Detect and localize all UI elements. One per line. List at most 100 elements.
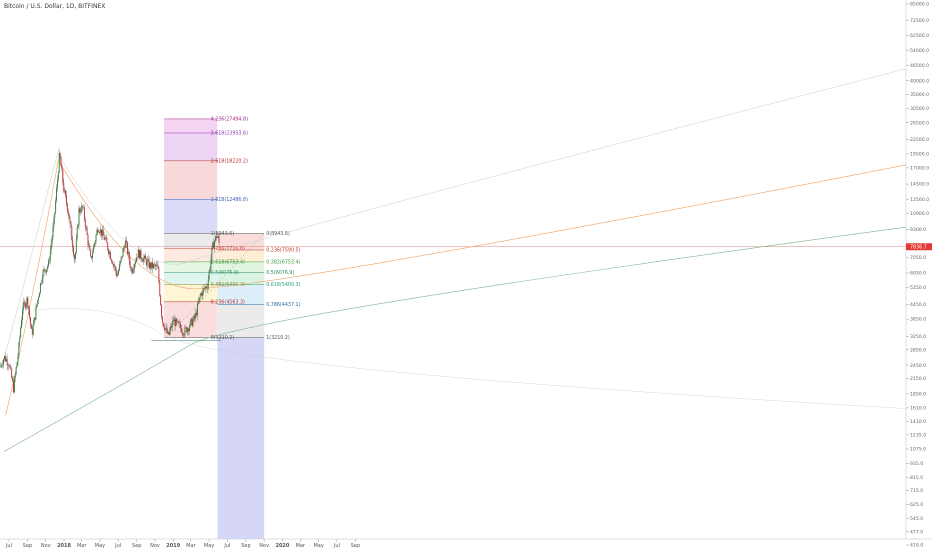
- candle-body: [72, 239, 74, 248]
- candle-body: [127, 252, 129, 254]
- candle-body: [190, 318, 192, 321]
- candle-body: [63, 182, 65, 192]
- fib-extension-zone: [163, 284, 218, 302]
- fib-lower-zone: [217, 337, 265, 539]
- candle-body: [218, 236, 220, 244]
- fib-retracement-label: 1(3210.2): [266, 335, 290, 341]
- fib-extension-zone: [163, 160, 218, 200]
- fib-retracement-zone: [217, 272, 265, 285]
- candle-body: [21, 310, 23, 321]
- candle-body: [214, 236, 216, 242]
- candle-body: [158, 268, 160, 282]
- candle-body: [33, 317, 35, 325]
- candle-body: [18, 342, 20, 357]
- fib-extension-label: 2.618(18220.2): [211, 158, 248, 164]
- candle-body: [173, 319, 175, 322]
- candle-body: [130, 267, 132, 269]
- candle-body: [164, 328, 166, 330]
- candle-body: [181, 332, 183, 334]
- candle-body: [9, 365, 11, 367]
- candle-body: [199, 295, 201, 298]
- candle-body: [19, 337, 21, 343]
- candle-body: [3, 359, 5, 365]
- x-tick-label: Sep: [132, 543, 141, 549]
- candle-body: [20, 327, 22, 338]
- candle-body: [76, 227, 78, 239]
- fib-extension-zone: [163, 301, 218, 338]
- candle-body: [127, 242, 128, 254]
- candle-body: [138, 249, 140, 259]
- y-tick-label: 2850.0: [910, 347, 926, 353]
- candle-body: [90, 250, 92, 257]
- candle-body: [73, 247, 75, 256]
- candle-body: [148, 259, 150, 268]
- candle-body: [205, 286, 207, 288]
- candle-body: [66, 203, 68, 211]
- candle-body: [13, 378, 15, 393]
- candle-body: [178, 321, 180, 324]
- candle-body: [78, 208, 80, 225]
- candle-body: [157, 265, 159, 269]
- candle-body: [215, 236, 217, 239]
- candle-body: [42, 270, 44, 279]
- candle-body: [201, 293, 203, 296]
- candle-body: [35, 307, 37, 320]
- candle-body: [13, 380, 14, 393]
- fib-retracement-zone: [217, 304, 265, 338]
- candle-body: [191, 318, 193, 326]
- candle-body: [117, 274, 119, 277]
- candle-body: [99, 231, 101, 233]
- fib-retracement-zone: [217, 250, 265, 262]
- candle-body: [38, 297, 40, 300]
- y-tick-label: 2450.0: [910, 363, 926, 369]
- x-tick-label: Sep: [241, 543, 250, 549]
- y-tick-label: 1235.0: [910, 433, 926, 439]
- y-tick-label: 419.0: [910, 543, 923, 549]
- fib-extension-label: 0.618(6753.4): [211, 259, 245, 265]
- candle-body: [95, 234, 97, 242]
- candle-body: [116, 271, 118, 277]
- candle-body: [182, 333, 184, 336]
- candle-body: [140, 250, 142, 259]
- candle-body: [74, 252, 76, 259]
- candle-body: [93, 243, 95, 247]
- x-tick-label: Jul: [333, 543, 340, 549]
- y-tick-label: 1610.0: [910, 406, 926, 412]
- fib-retracement-label: 0.618(5400.3): [266, 282, 300, 288]
- fib-retracement-zone: [217, 284, 265, 305]
- x-tick-label: Nov: [41, 543, 51, 549]
- candle-body: [37, 299, 39, 306]
- candle-body: [14, 374, 16, 379]
- y-tick-label: 72500.0: [910, 18, 929, 24]
- candle-body: [202, 289, 204, 296]
- candle-body: [207, 279, 209, 289]
- candle-body: [103, 235, 105, 240]
- candle-body: [51, 237, 53, 244]
- candle-body: [171, 320, 173, 328]
- candle-body: [67, 210, 69, 214]
- candle-body: [47, 266, 49, 269]
- candle-body: [120, 256, 122, 261]
- candle-body: [153, 264, 154, 269]
- candle-body: [125, 240, 127, 249]
- candle-body: [56, 179, 58, 188]
- candle-body: [195, 312, 197, 319]
- candle-body: [196, 312, 198, 316]
- y-tick-label: 46500.0: [910, 63, 929, 69]
- candle-body: [65, 195, 67, 204]
- candle-body: [44, 269, 46, 272]
- x-tick-label: Mar: [186, 543, 196, 549]
- candle-body: [81, 205, 83, 213]
- y-tick-label: 1410.0: [910, 419, 926, 425]
- candle-body: [212, 242, 214, 250]
- candle-body: [119, 260, 121, 265]
- candle-body: [129, 261, 131, 268]
- candle-body: [45, 271, 47, 273]
- candle-body: [30, 317, 31, 325]
- candle-body: [124, 247, 126, 249]
- candle-body: [86, 227, 88, 235]
- candle-body: [214, 241, 215, 248]
- x-tick-label: May: [313, 543, 323, 549]
- candle-body: [216, 236, 218, 239]
